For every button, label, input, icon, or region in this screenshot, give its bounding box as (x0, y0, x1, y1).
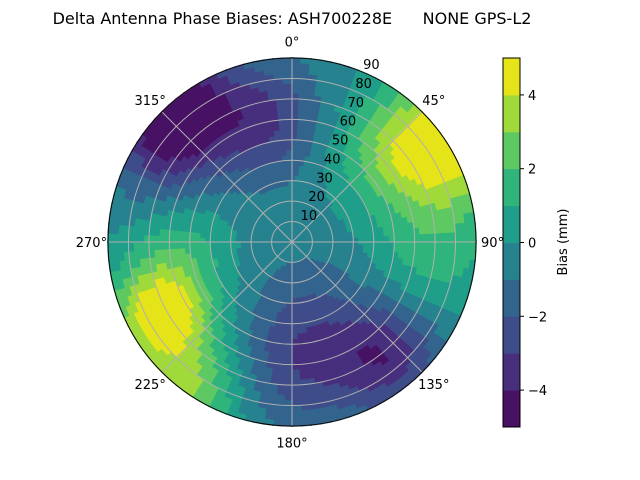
radial-tick-label: 30 (316, 171, 333, 186)
angular-tick-label: 0° (285, 35, 300, 50)
colorbar-segment (503, 131, 520, 170)
radial-tick-label: 40 (324, 152, 341, 167)
radial-tick-label: 90 (363, 58, 380, 73)
angular-tick-label: 135° (418, 378, 449, 393)
chart-title: Delta Antenna Phase Biases: ASH700228E N… (53, 9, 532, 28)
colorbar: −4 −2 0 2 4 (502, 57, 547, 428)
radial-tick-label: 50 (332, 134, 349, 149)
angular-tick-label: 45° (422, 94, 445, 109)
colorbar-tick-label: 0 (528, 237, 536, 252)
colorbar-segment (503, 58, 520, 96)
radial-tick-label: 70 (347, 96, 364, 111)
colorbar-segment (503, 94, 520, 133)
colorbar-segment (503, 353, 520, 391)
colorbar-segment (503, 279, 520, 317)
colorbar-tick-label: −4 (528, 384, 547, 399)
radial-tick-label: 80 (355, 77, 372, 92)
colorbar-segment (503, 168, 520, 207)
radial-tick-label: 60 (340, 115, 357, 130)
colorbar-segment (503, 390, 520, 428)
angular-tick-label: 225° (135, 378, 166, 393)
colorbar-tick-label: 2 (528, 163, 536, 178)
colorbar-segment (503, 205, 520, 243)
angular-tick-label: 315° (135, 94, 166, 109)
polar-grid (107, 57, 477, 427)
colorbar-tick-label: −2 (528, 310, 547, 325)
angular-tick-label: 90° (481, 236, 504, 251)
radial-tick-label: 20 (308, 190, 325, 205)
colorbar-segment (503, 316, 520, 354)
colorbar-segment (503, 242, 520, 280)
colorbar-label: Bias (mm) (556, 209, 571, 276)
colorbar-tick-label: 4 (528, 89, 536, 104)
angular-tick-label: 180° (276, 437, 307, 452)
angular-tick-label: 270° (76, 236, 107, 251)
radial-tick-label: 10 (301, 209, 318, 224)
